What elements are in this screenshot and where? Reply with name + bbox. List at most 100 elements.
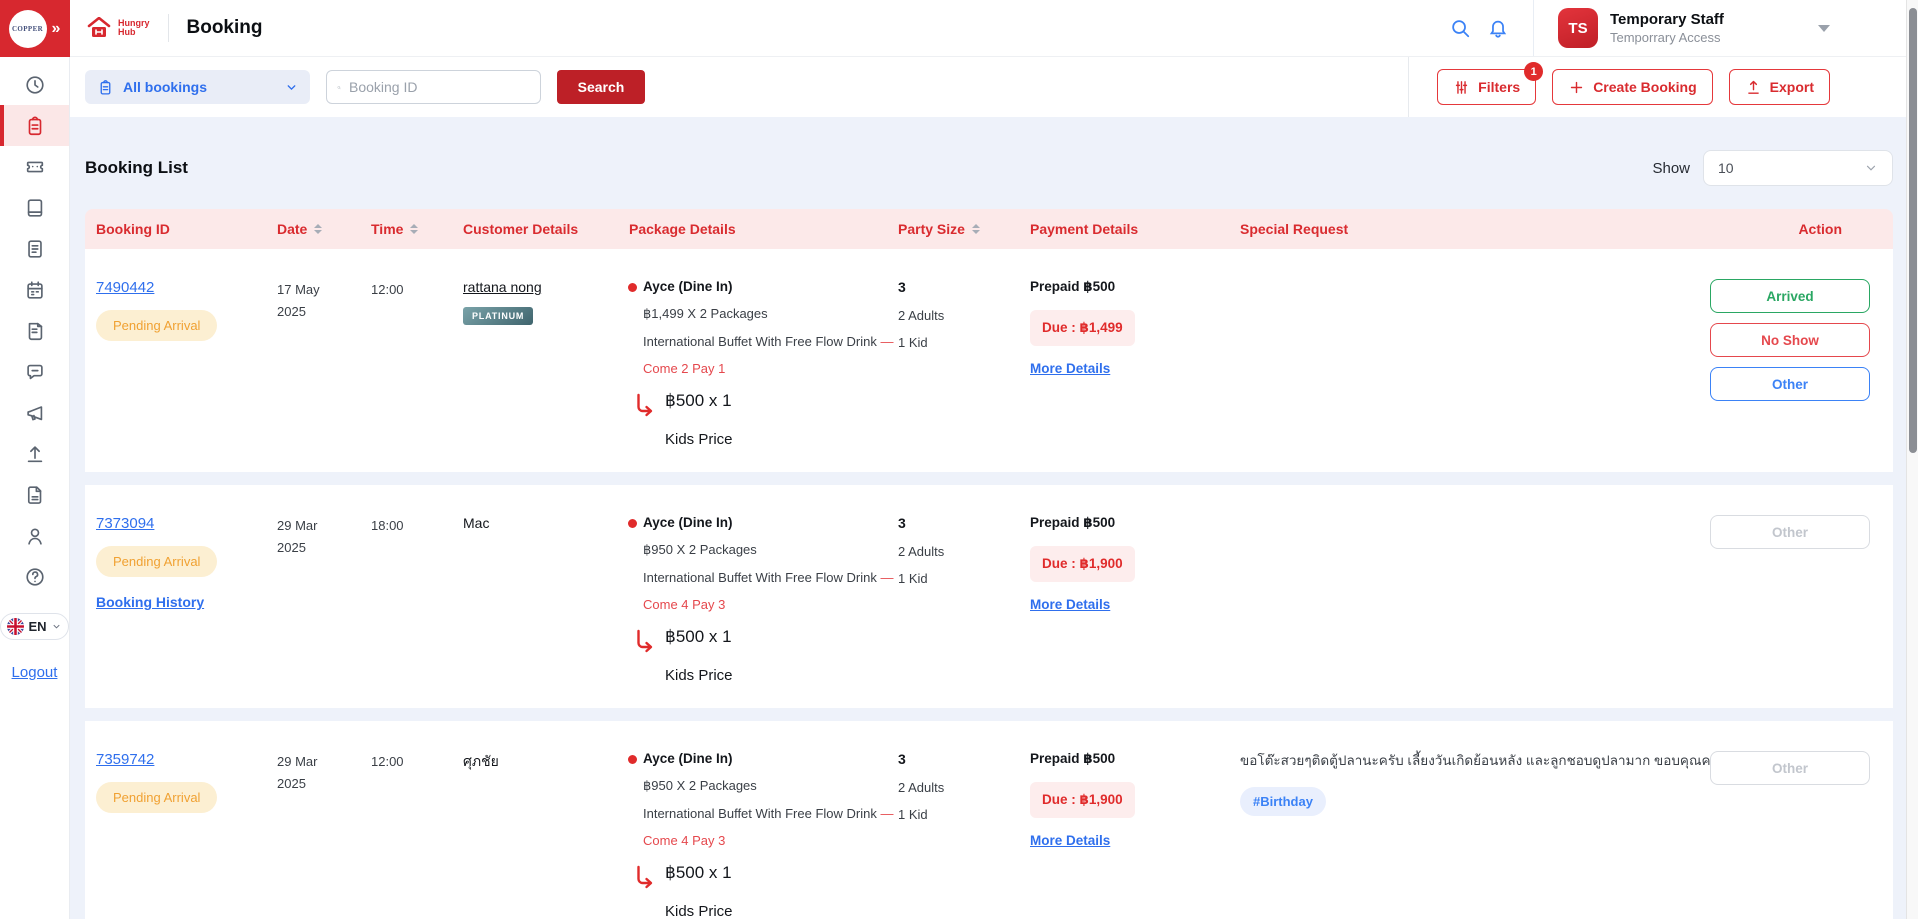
create-booking-button[interactable]: Create Booking: [1552, 69, 1713, 105]
addon-label: Kids Price: [665, 667, 733, 684]
export-button[interactable]: Export: [1728, 69, 1830, 105]
package-name: Ayce (Dine In): [643, 279, 733, 294]
menu-book-icon: [24, 197, 46, 219]
hungryhub-logo[interactable]: Hungry Hub: [70, 17, 150, 39]
column-header-action: Action: [1798, 221, 1842, 237]
column-header-payment-details: Payment Details: [1030, 221, 1139, 237]
special-request-tag: #Birthday: [1240, 787, 1326, 817]
no-show-button[interactable]: No Show: [1710, 323, 1870, 357]
more-details-link[interactable]: More Details: [1030, 833, 1111, 848]
reviews-chat-icon: [24, 361, 46, 383]
package-description: International Buffet With Free Flow Drin…: [643, 806, 894, 821]
sidebar-item-2[interactable]: [0, 105, 69, 146]
filters-sliders-icon: [1456, 80, 1468, 94]
notifications-bell-icon[interactable]: [1487, 17, 1509, 39]
column-header-special-request: Special Request: [1240, 221, 1349, 237]
sidebar-item-10[interactable]: [0, 433, 69, 474]
page-scrollbar-thumb[interactable]: [1909, 8, 1917, 453]
user-menu-caret-icon[interactable]: [1818, 24, 1830, 32]
topbar-user-divider: [1533, 0, 1534, 56]
user-avatar[interactable]: TS: [1558, 8, 1598, 48]
other-button[interactable]: Other: [1710, 367, 1870, 401]
hungryhub-house-icon: [87, 17, 111, 37]
column-header-party-size[interactable]: Party Size: [898, 221, 1030, 237]
language-selector[interactable]: EN: [0, 613, 69, 640]
sidebar-item-1[interactable]: [0, 64, 69, 105]
main-area: Hungry Hub Booking TS Temporary Staff Te…: [70, 0, 1918, 919]
filter-actions: Filters 1 Create Booking Export: [1408, 57, 1918, 117]
party-kids: 1 Kid: [898, 335, 928, 350]
addon-arrow-icon: [634, 863, 656, 894]
filters-button[interactable]: Filters 1: [1437, 62, 1544, 105]
search-button[interactable]: Search: [557, 70, 645, 104]
booking-search-field: [326, 70, 541, 104]
page-size-control: Show 10: [1652, 150, 1893, 186]
party-kids: 1 Kid: [898, 807, 928, 822]
topbar-divider: [167, 14, 169, 42]
arrived-button[interactable]: Arrived: [1710, 279, 1870, 313]
customer-name[interactable]: rattana nong: [463, 279, 542, 295]
sort-arrows-icon: [971, 224, 980, 234]
restaurant-logo-circle[interactable]: COPPER: [8, 9, 47, 48]
date-cell: 29 Mar 2025: [277, 754, 318, 791]
more-details-link[interactable]: More Details: [1030, 361, 1111, 376]
filters-count-badge: 1: [1524, 62, 1544, 81]
booking-id-link[interactable]: 7373094: [96, 515, 155, 532]
promotions-megaphone-icon: [24, 402, 46, 424]
payment-due-badge: Due : ฿1,499: [1030, 310, 1135, 346]
sidebar-item-8[interactable]: [0, 351, 69, 392]
logout-link[interactable]: Logout: [11, 664, 58, 681]
user-menu[interactable]: Temporary Staff Temporrary Access: [1610, 11, 1778, 45]
party-total: 3: [898, 751, 906, 767]
sidebar-item-5[interactable]: [0, 228, 69, 269]
booking-row: 7490442 Pending Arrival 17 May 2025 12:00 rat…: [85, 249, 1893, 472]
party-adults: 2 Adults: [898, 308, 945, 323]
booking-id-cell: 7490442 Pending Arrival: [96, 279, 277, 341]
sidebar-item-7[interactable]: [0, 310, 69, 351]
date-cell: 29 Mar 2025: [277, 518, 318, 555]
column-header-time[interactable]: Time: [371, 221, 463, 237]
package-price-line: ฿1,499 X 2 Packages: [643, 306, 768, 321]
payment-due-badge: Due : ฿1,900: [1030, 546, 1135, 582]
sidebar-item-3[interactable]: [0, 146, 69, 187]
clipboard-icon: [100, 79, 111, 95]
other-button: Other: [1710, 515, 1870, 549]
package-name: Ayce (Dine In): [643, 751, 733, 766]
sidebar-item-9[interactable]: [0, 392, 69, 433]
more-details-link[interactable]: More Details: [1030, 597, 1111, 612]
booking-id-link[interactable]: 7490442: [96, 279, 155, 296]
sidebar-item-12[interactable]: [0, 515, 69, 556]
column-header-package-details: Package Details: [629, 221, 736, 237]
action-cell: Other: [1655, 751, 1882, 785]
party-kids: 1 Kid: [898, 571, 928, 586]
search-icon[interactable]: [1449, 17, 1471, 39]
payment-prepaid: Prepaid ฿500: [1030, 751, 1116, 766]
sidebar: COPPER » EN Logout: [0, 0, 70, 919]
sidebar-expand-icon[interactable]: »: [51, 19, 61, 37]
package-cell: Ayce (Dine In) ฿950 X 2 Packages Internati…: [628, 515, 898, 684]
sidebar-item-6[interactable]: [0, 269, 69, 310]
package-description: International Buffet With Free Flow Drin…: [643, 334, 894, 349]
booking-scope-dropdown[interactable]: All bookings: [85, 70, 310, 104]
sidebar-item-11[interactable]: [0, 474, 69, 515]
sidebar-item-13[interactable]: [0, 556, 69, 597]
sidebar-item-4[interactable]: [0, 187, 69, 228]
time-cell: 18:00: [371, 518, 404, 533]
chevron-down-icon: [52, 624, 60, 629]
booking-id-link[interactable]: 7359742: [96, 751, 155, 768]
addon-label: Kids Price: [665, 903, 733, 919]
booking-id-input[interactable]: [349, 79, 530, 95]
package-promo: Come 4 Pay 3: [643, 833, 726, 848]
status-badge: Pending Arrival: [96, 782, 218, 813]
user-role: Temporrary Access: [1610, 29, 1721, 45]
restaurant-logo[interactable]: COPPER »: [0, 0, 70, 57]
payment-cell: Prepaid ฿500 Due : ฿1,900 More Details: [1030, 515, 1240, 614]
calendar-icon: [24, 279, 46, 301]
booking-history-link[interactable]: Booking History: [96, 594, 205, 610]
booking-row: 7359742 Pending Arrival 29 Mar 2025 12:00 ศุภ…: [85, 721, 1893, 919]
help-icon: [24, 566, 46, 588]
package-price-line: ฿950 X 2 Packages: [643, 778, 757, 793]
page-size-select[interactable]: 10: [1703, 150, 1893, 186]
column-header-date[interactable]: Date: [277, 221, 371, 237]
bookings-clipboard-icon: [24, 115, 46, 137]
